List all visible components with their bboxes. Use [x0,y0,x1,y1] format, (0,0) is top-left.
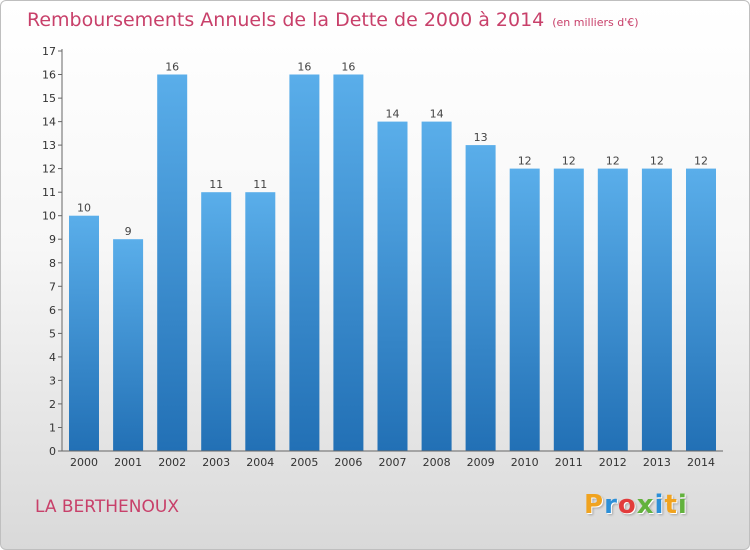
x-tick-label: 2013 [643,456,671,469]
y-tick-label: 9 [49,233,56,246]
x-tick-label: 2001 [114,456,142,469]
chart-title: Remboursements Annuels de la Dette de 20… [27,9,639,31]
data-label-2005: 16 [297,61,311,74]
data-label-2011: 12 [562,155,576,168]
y-tick-label: 12 [42,163,56,176]
bar-2010 [509,168,540,451]
bar-2011 [553,168,584,451]
data-label-2001: 9 [125,225,132,238]
data-label-2012: 12 [606,155,620,168]
logo-letter: r [604,490,618,520]
x-tick-label: 2002 [158,456,186,469]
bar-2012 [597,168,628,451]
bar-2007 [377,121,408,451]
bar-2006 [333,74,364,451]
place-name: LA BERTHENOUX [35,497,179,517]
data-label-2004: 11 [253,178,267,191]
y-tick-label: 4 [49,351,56,364]
data-label-2006: 16 [341,61,355,74]
y-tick-label: 16 [42,69,56,82]
logo-letter: P [584,490,605,520]
y-tick-label: 2 [49,398,56,411]
logo-letter: o [617,490,637,520]
logo-letter: t [664,490,678,520]
data-label-2010: 12 [518,155,532,168]
x-tick-label: 2009 [467,456,495,469]
x-tick-label: 2005 [290,456,318,469]
x-tick-label: 2008 [423,456,451,469]
y-tick-label: 8 [49,257,56,270]
x-tick-label: 2007 [379,456,407,469]
x-tick-label: 2006 [334,456,362,469]
bar-2004 [245,192,276,451]
bar-2005 [289,74,320,451]
bar-2003 [201,192,232,451]
proxiti-logo: Proxiti [584,490,688,520]
logo-letter: i [677,490,688,520]
data-label-2002: 16 [165,61,179,74]
x-tick-label: 2004 [246,456,274,469]
bar-2009 [465,145,496,451]
chart-unit: (en milliers d'€) [552,16,639,29]
x-tick-label: 2011 [555,456,583,469]
data-label-2009: 13 [474,131,488,144]
bar-2001 [113,239,144,451]
data-label-2014: 12 [694,155,708,168]
bar-2000 [69,215,99,451]
bar-2013 [641,168,672,451]
x-tick-label: 2012 [599,456,627,469]
logo-letter: i [654,490,665,520]
x-tick-label: 2014 [687,456,715,469]
y-tick-label: 11 [42,186,56,199]
x-tick-label: 2010 [511,456,539,469]
bar-2002 [157,74,188,451]
y-tick-label: 3 [49,374,56,387]
data-label-2013: 12 [650,155,664,168]
y-tick-label: 15 [42,92,56,105]
x-tick-label: 2003 [202,456,230,469]
y-tick-label: 0 [49,445,56,458]
data-label-2003: 11 [209,178,223,191]
data-label-2000: 10 [77,202,91,215]
y-tick-label: 10 [42,210,56,223]
data-label-2008: 14 [430,108,444,121]
logo-letter: x [636,490,655,520]
y-tick-label: 6 [49,304,56,317]
data-label-2007: 14 [386,108,400,121]
bar-2008 [421,121,452,451]
y-tick-label: 17 [42,45,56,58]
y-tick-label: 5 [49,327,56,340]
chart-title-text: Remboursements Annuels de la Dette de 20… [27,9,545,31]
y-tick-label: 1 [49,422,56,435]
y-tick-label: 14 [42,116,56,129]
bar-2014 [686,168,716,451]
y-tick-label: 7 [49,280,56,293]
x-tick-label: 2000 [70,456,98,469]
y-tick-label: 13 [42,139,56,152]
